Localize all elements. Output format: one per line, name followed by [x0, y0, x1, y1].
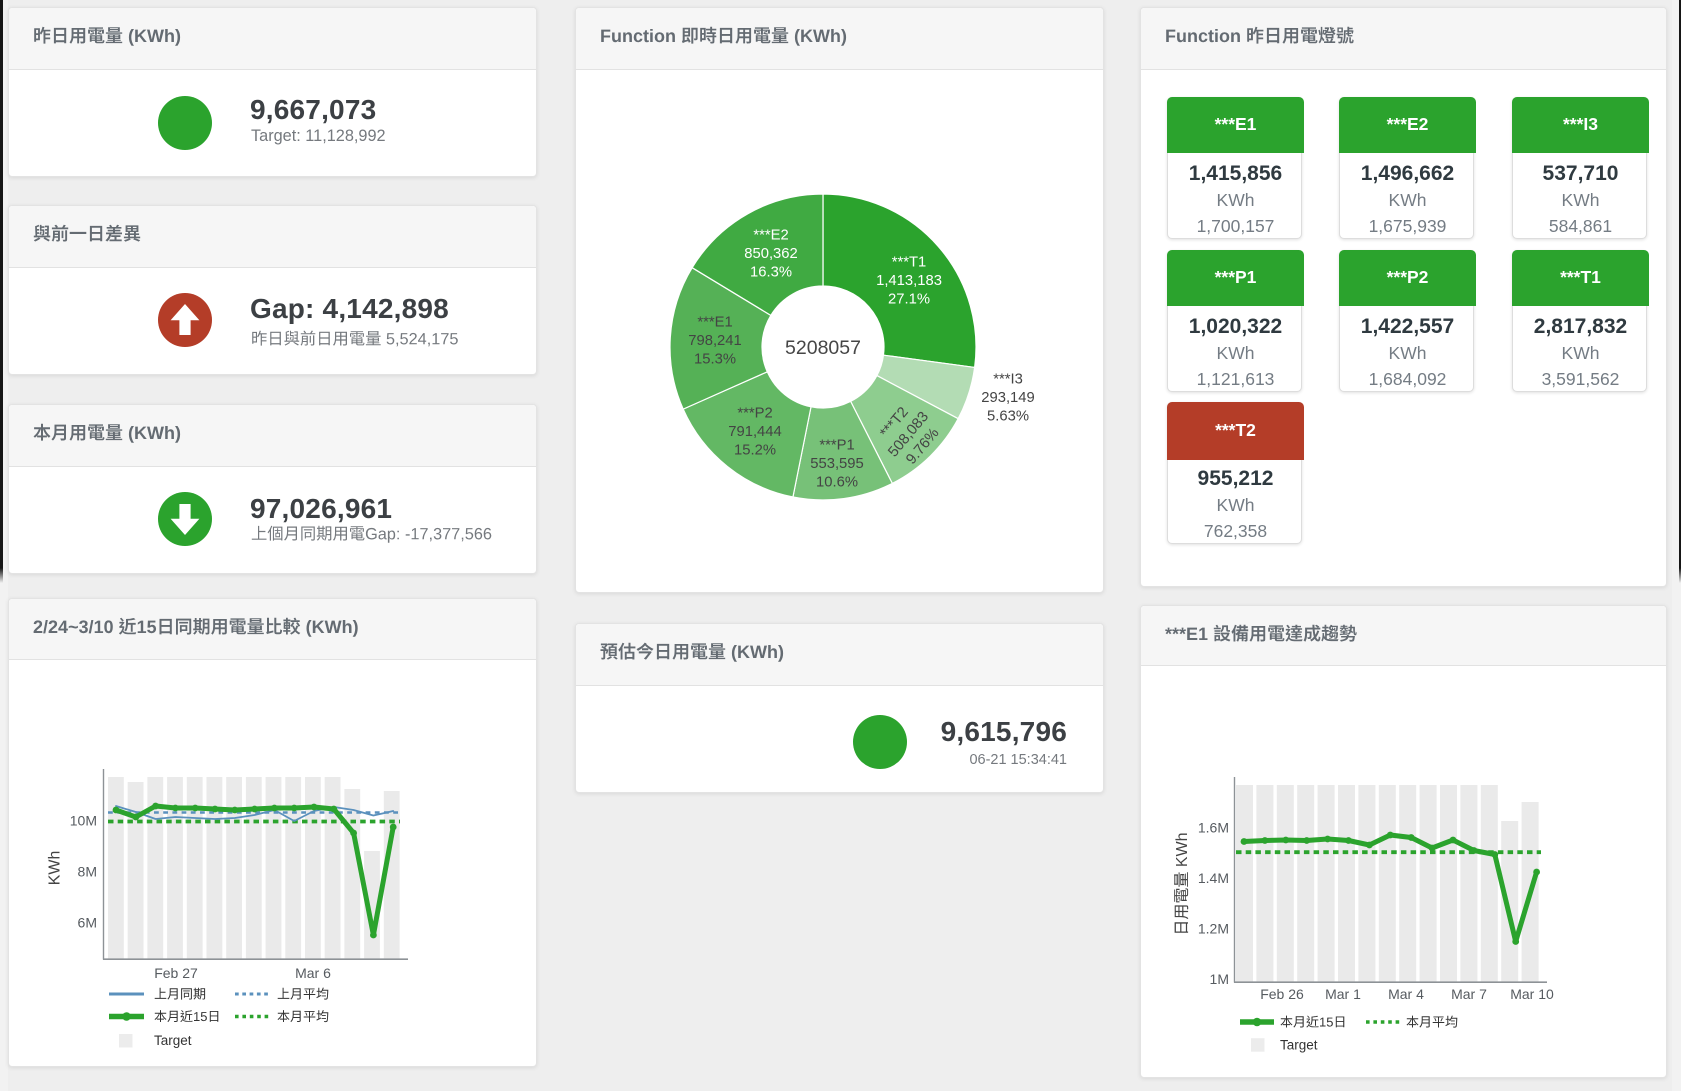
- svg-text:***T1: ***T1: [892, 255, 927, 271]
- svg-text:Target: Target: [154, 1033, 192, 1048]
- svg-text:1,413,183: 1,413,183: [876, 273, 942, 289]
- svg-text:6M: 6M: [78, 915, 97, 931]
- svg-text:1.4M: 1.4M: [1198, 870, 1229, 886]
- svg-text:15.2%: 15.2%: [734, 443, 776, 459]
- svg-text:27.1%: 27.1%: [888, 292, 930, 308]
- svg-text:Target: Target: [1280, 1038, 1318, 1053]
- svg-text:16.3%: 16.3%: [750, 265, 792, 281]
- svg-text:791,444: 791,444: [728, 424, 782, 440]
- svg-text:Mar 1: Mar 1: [1325, 986, 1361, 1002]
- svg-text:Mar 6: Mar 6: [295, 965, 331, 981]
- svg-text:1M: 1M: [1210, 971, 1229, 987]
- svg-text:5208057: 5208057: [785, 337, 861, 359]
- svg-text:8M: 8M: [78, 863, 97, 879]
- svg-text:Feb 27: Feb 27: [154, 965, 198, 981]
- svg-text:Mar 10: Mar 10: [1510, 986, 1554, 1002]
- svg-text:Mar 4: Mar 4: [1388, 986, 1424, 1002]
- svg-text:850,362: 850,362: [744, 246, 798, 262]
- svg-text:***P2: ***P2: [737, 406, 772, 422]
- svg-text:798,241: 798,241: [688, 333, 742, 349]
- svg-text:***I3: ***I3: [993, 372, 1023, 388]
- svg-text:15.3%: 15.3%: [694, 352, 736, 368]
- svg-text:1.2M: 1.2M: [1198, 921, 1229, 937]
- svg-text:293,149: 293,149: [981, 390, 1035, 406]
- svg-text:10M: 10M: [70, 812, 97, 828]
- svg-text:***E2: ***E2: [753, 228, 788, 244]
- svg-text:553,595: 553,595: [810, 456, 864, 472]
- svg-text:***P1: ***P1: [819, 438, 854, 454]
- svg-text:10.6%: 10.6%: [816, 475, 858, 491]
- svg-text:1.6M: 1.6M: [1198, 820, 1229, 836]
- svg-text:Mar 7: Mar 7: [1451, 986, 1487, 1002]
- svg-text:Feb 26: Feb 26: [1260, 986, 1304, 1002]
- svg-text:5.63%: 5.63%: [987, 409, 1029, 425]
- svg-text:***E1: ***E1: [697, 315, 732, 331]
